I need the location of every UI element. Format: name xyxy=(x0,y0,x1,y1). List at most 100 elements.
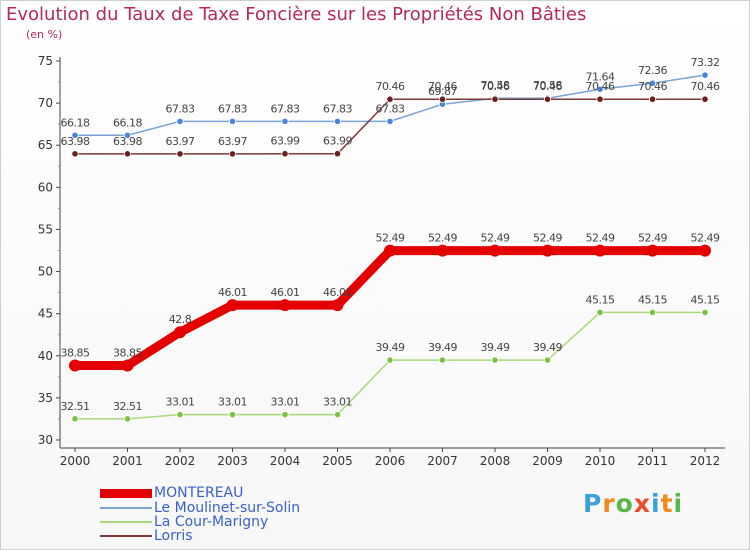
y-tick-label: 75 xyxy=(38,54,53,68)
data-label-lorris: 63.98 xyxy=(61,135,90,148)
data-point-la-cour-marigny xyxy=(701,308,709,317)
data-point-lorris xyxy=(228,150,237,158)
data-label-le-moulinet-sur-solin: 73.32 xyxy=(691,56,720,69)
logo-letter: r xyxy=(602,489,616,518)
x-tick-label: 2000 xyxy=(60,454,91,468)
x-tick-label: 2002 xyxy=(165,454,196,468)
y-tick-label: 65 xyxy=(38,138,53,152)
data-label-la-cour-marigny: 39.49 xyxy=(428,341,457,354)
x-tick-label: 2010 xyxy=(585,454,616,468)
data-label-montereau: 52.49 xyxy=(638,232,667,245)
y-tick-label: 40 xyxy=(38,349,53,363)
data-point-montereau xyxy=(226,299,239,312)
data-label-montereau: 52.49 xyxy=(376,232,405,245)
data-label-la-cour-marigny: 33.01 xyxy=(323,396,352,409)
data-point-lorris xyxy=(701,95,709,103)
data-label-montereau: 52.49 xyxy=(691,232,720,245)
data-point-le-moulinet-sur-solin xyxy=(648,79,657,87)
data-label-montereau: 52.49 xyxy=(428,232,457,245)
data-label-lorris: 63.99 xyxy=(271,135,300,148)
data-point-la-cour-marigny xyxy=(438,356,447,364)
data-label-lorris: 70.46 xyxy=(481,80,510,93)
data-point-lorris xyxy=(491,95,499,103)
x-tick-label: 2004 xyxy=(270,454,301,468)
legend-label-montereau: MONTEREAU xyxy=(154,485,244,501)
legend-label-le-moulinet: Le Moulinet-sur-Solin xyxy=(154,500,301,516)
data-label-le-moulinet-sur-solin: 67.83 xyxy=(218,102,247,115)
data-point-la-cour-marigny xyxy=(123,415,132,423)
data-point-montereau xyxy=(436,244,449,257)
data-point-la-cour-marigny xyxy=(228,411,237,419)
legend-label-la-cour-marigny: La Cour-Marigny xyxy=(154,514,269,530)
data-label-montereau: 46.01 xyxy=(271,286,300,299)
data-label-le-moulinet-sur-solin: 67.83 xyxy=(323,102,352,115)
data-point-lorris xyxy=(596,95,604,103)
data-label-le-moulinet-sur-solin: 67.83 xyxy=(271,102,300,115)
data-label-lorris: 70.46 xyxy=(376,80,405,93)
data-point-la-cour-marigny xyxy=(543,356,552,364)
proxiti-logo: Proxiti xyxy=(583,489,683,518)
data-label-la-cour-marigny: 39.49 xyxy=(533,341,562,354)
chart-title: Evolution du Taux de Taxe Foncière sur l… xyxy=(6,4,587,25)
data-point-la-cour-marigny xyxy=(648,308,657,317)
data-point-montereau xyxy=(174,326,186,339)
data-label-le-moulinet-sur-solin: 67.83 xyxy=(166,102,195,115)
data-label-lorris: 70.46 xyxy=(428,80,457,93)
data-label-le-moulinet-sur-solin: 71.64 xyxy=(586,70,615,83)
data-point-lorris xyxy=(543,95,552,103)
data-label-lorris: 63.99 xyxy=(323,135,352,148)
data-label-lorris: 63.97 xyxy=(166,135,195,148)
y-tick-label: 45 xyxy=(38,307,53,321)
data-point-montereau xyxy=(541,244,554,257)
data-label-le-moulinet-sur-solin: 67.83 xyxy=(376,102,405,115)
y-tick-label: 30 xyxy=(38,433,53,447)
data-label-montereau: 52.49 xyxy=(481,232,510,245)
data-point-la-cour-marigny xyxy=(281,411,289,419)
logo-letter: i xyxy=(673,489,684,518)
data-point-montereau xyxy=(384,244,396,257)
data-label-le-moulinet-sur-solin: 66.18 xyxy=(61,116,90,129)
logo-letter: x xyxy=(633,489,651,518)
x-tick-label: 2009 xyxy=(532,454,563,468)
data-point-la-cour-marigny xyxy=(386,356,394,364)
x-tick-label: 2005 xyxy=(322,454,353,468)
data-point-la-cour-marigny xyxy=(71,415,79,423)
legend-swatch-la-cour-marigny xyxy=(100,521,152,523)
logo-letter: o xyxy=(615,489,634,518)
data-point-montereau xyxy=(699,244,711,257)
data-point-lorris xyxy=(176,150,184,158)
y-tick-label: 55 xyxy=(38,222,53,236)
y-tick-label: 50 xyxy=(38,265,53,279)
data-label-montereau: 38.85 xyxy=(113,346,142,359)
data-point-lorris xyxy=(281,150,289,158)
data-label-montereau: 52.49 xyxy=(533,232,562,245)
data-label-le-moulinet-sur-solin: 66.18 xyxy=(113,116,142,129)
data-point-le-moulinet-sur-solin xyxy=(71,131,79,139)
data-point-montereau xyxy=(489,244,501,257)
data-label-la-cour-marigny: 33.01 xyxy=(166,396,195,409)
data-label-la-cour-marigny: 32.51 xyxy=(113,400,142,413)
data-point-montereau xyxy=(331,299,344,312)
legend-item-montereau: MONTEREAU xyxy=(100,486,243,500)
x-tick-label: 2012 xyxy=(690,454,721,468)
data-label-la-cour-marigny: 39.49 xyxy=(376,341,405,354)
data-point-le-moulinet-sur-solin xyxy=(176,117,184,125)
data-point-le-moulinet-sur-solin xyxy=(386,117,394,125)
data-point-lorris xyxy=(333,150,342,158)
data-label-le-moulinet-sur-solin: 70.58 xyxy=(481,79,510,92)
data-label-le-moulinet-sur-solin: 72.36 xyxy=(638,64,667,77)
x-tick-label: 2006 xyxy=(375,454,406,468)
y-tick-label: 70 xyxy=(38,96,53,110)
legend-item-le-moulinet: Le Moulinet-sur-Solin xyxy=(100,501,300,515)
data-point-lorris xyxy=(123,150,132,158)
data-point-le-moulinet-sur-solin xyxy=(123,131,132,139)
data-point-lorris xyxy=(648,95,657,103)
legend-swatch-montereau xyxy=(100,488,152,498)
x-tick-label: 2001 xyxy=(112,454,143,468)
legend-item-la-cour-marigny: La Cour-Marigny xyxy=(100,515,268,529)
legend-item-lorris: Lorris xyxy=(100,529,193,543)
data-label-montereau: 42.8 xyxy=(169,313,192,326)
logo-letter: P xyxy=(583,489,603,518)
